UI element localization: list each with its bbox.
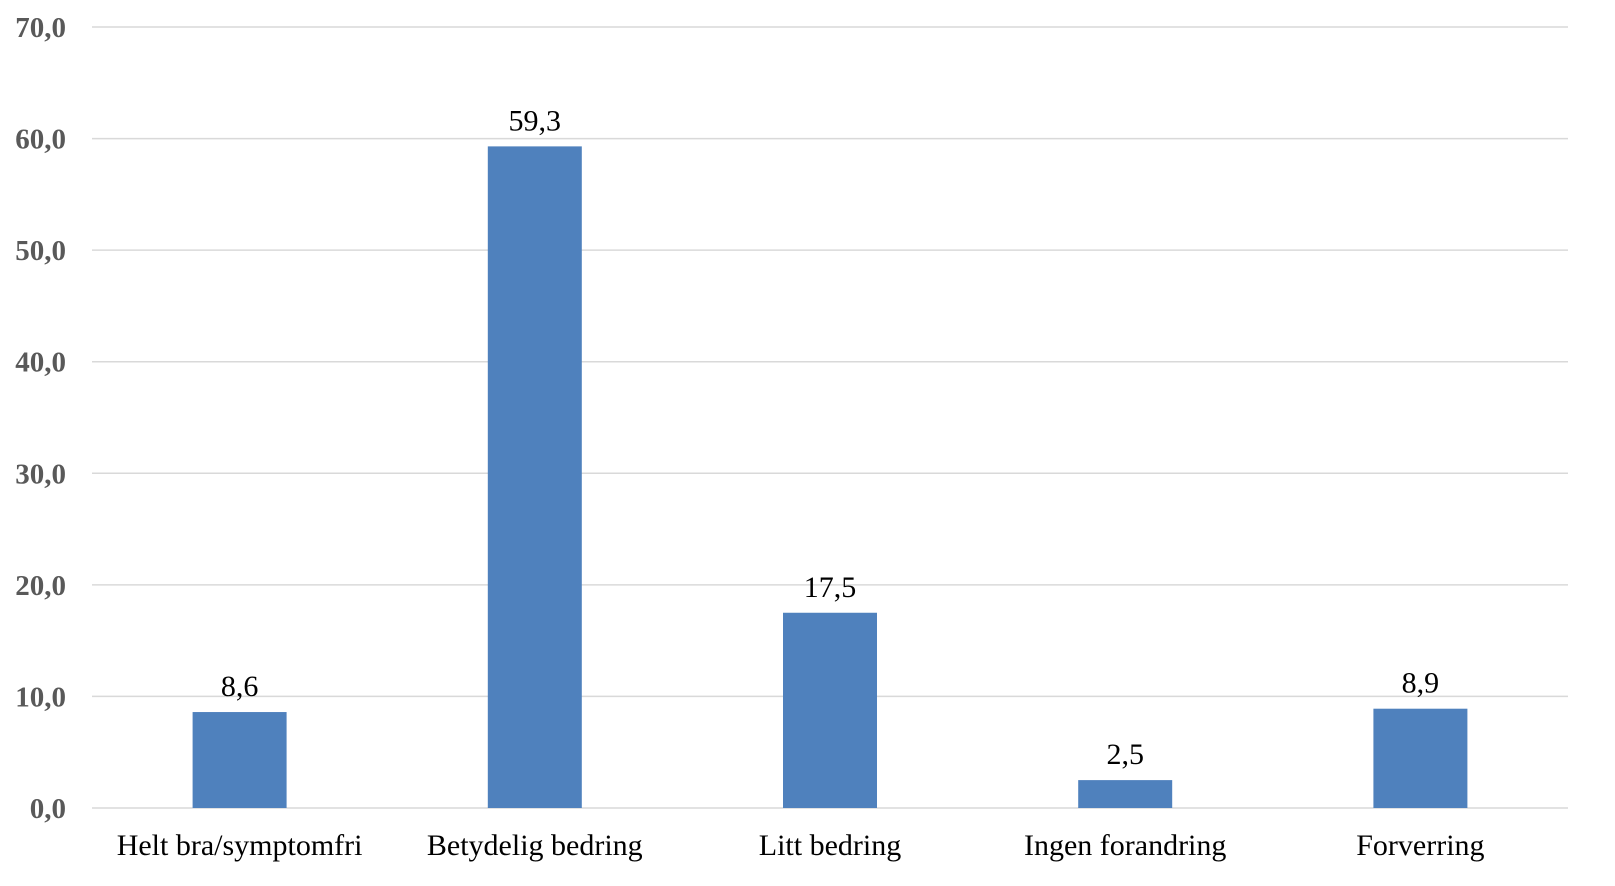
x-tick-label: Betydelig bedring xyxy=(427,829,643,862)
bar xyxy=(192,712,287,808)
y-tick-label: 70,0 xyxy=(15,12,66,44)
bars xyxy=(192,146,1468,809)
bar xyxy=(1373,708,1468,808)
grid-lines xyxy=(92,26,1568,809)
data-label: 8,9 xyxy=(1402,667,1440,700)
data-labels: 8,6 59,3 17,5 2,5 8,9 xyxy=(221,104,1439,771)
y-tick-label: 30,0 xyxy=(15,458,66,490)
y-tick-label: 20,0 xyxy=(15,570,66,602)
data-label: 2,5 xyxy=(1106,738,1144,771)
x-tick-label: Litt bedring xyxy=(759,829,901,862)
data-label: 8,6 xyxy=(221,670,259,703)
x-axis-tick-labels: Helt bra/symptomfri Betydelig bedring Litt… xyxy=(117,829,1485,862)
y-tick-label: 60,0 xyxy=(15,124,66,156)
x-tick-label: Helt bra/symptomfri xyxy=(117,829,363,862)
y-tick-label: 0,0 xyxy=(30,793,66,825)
data-label: 17,5 xyxy=(804,571,857,604)
y-axis-tick-labels: 0,0 10,0 20,0 30,0 40,0 50,0 60,0 70,0 xyxy=(15,12,66,825)
bar xyxy=(783,612,877,808)
x-tick-label: Forverring xyxy=(1356,829,1484,862)
x-tick-label: Ingen forandring xyxy=(1024,829,1226,862)
y-tick-label: 10,0 xyxy=(15,681,66,713)
data-label: 59,3 xyxy=(509,104,562,137)
y-tick-label: 40,0 xyxy=(15,347,66,379)
bar xyxy=(1078,780,1173,808)
y-tick-label: 50,0 xyxy=(15,235,66,267)
bar xyxy=(487,146,582,809)
